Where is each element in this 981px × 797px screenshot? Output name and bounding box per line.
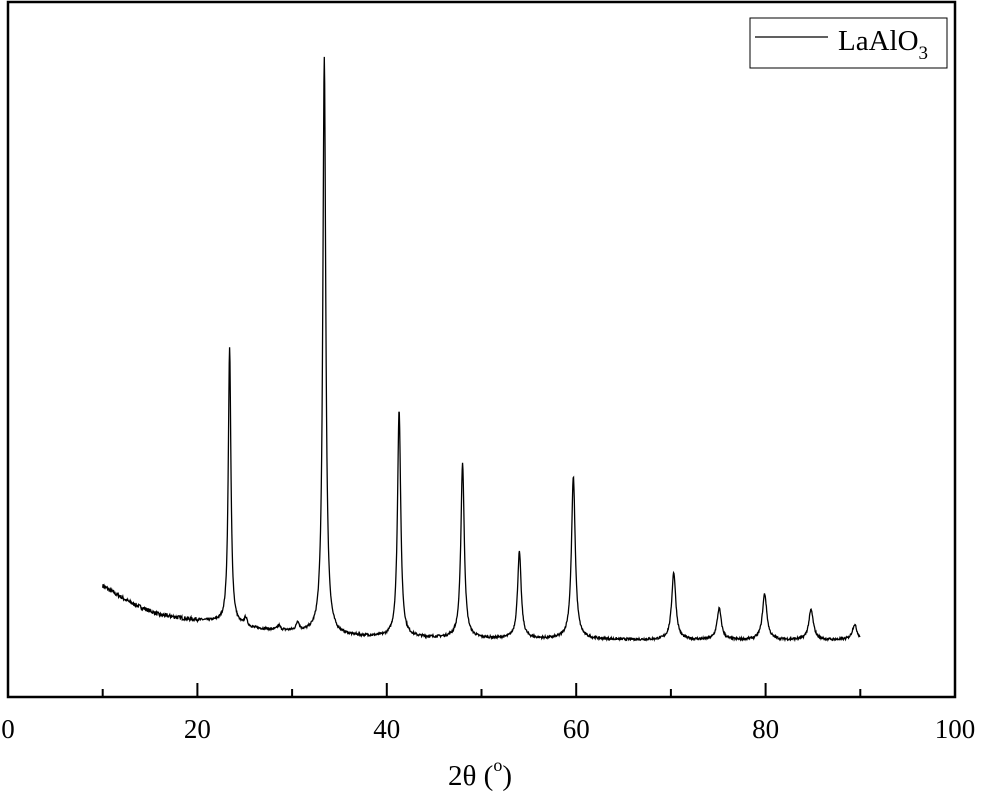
x-axis-label: 2θ (o) (448, 755, 512, 792)
x-tick-label: 0 (1, 714, 15, 744)
plot-frame (6, 0, 957, 699)
x-tick-label: 40 (373, 714, 400, 744)
legend-label: LaAlO3 (838, 25, 928, 64)
x-tick-label: 80 (752, 714, 779, 744)
x-tick-label: 20 (184, 714, 211, 744)
x-tick-label: 100 (935, 714, 976, 744)
x-tick-label: 60 (563, 714, 590, 744)
series-line-laalo3 (102, 56, 861, 643)
legend: LaAlO3 (749, 17, 948, 69)
legend-box (749, 17, 948, 69)
